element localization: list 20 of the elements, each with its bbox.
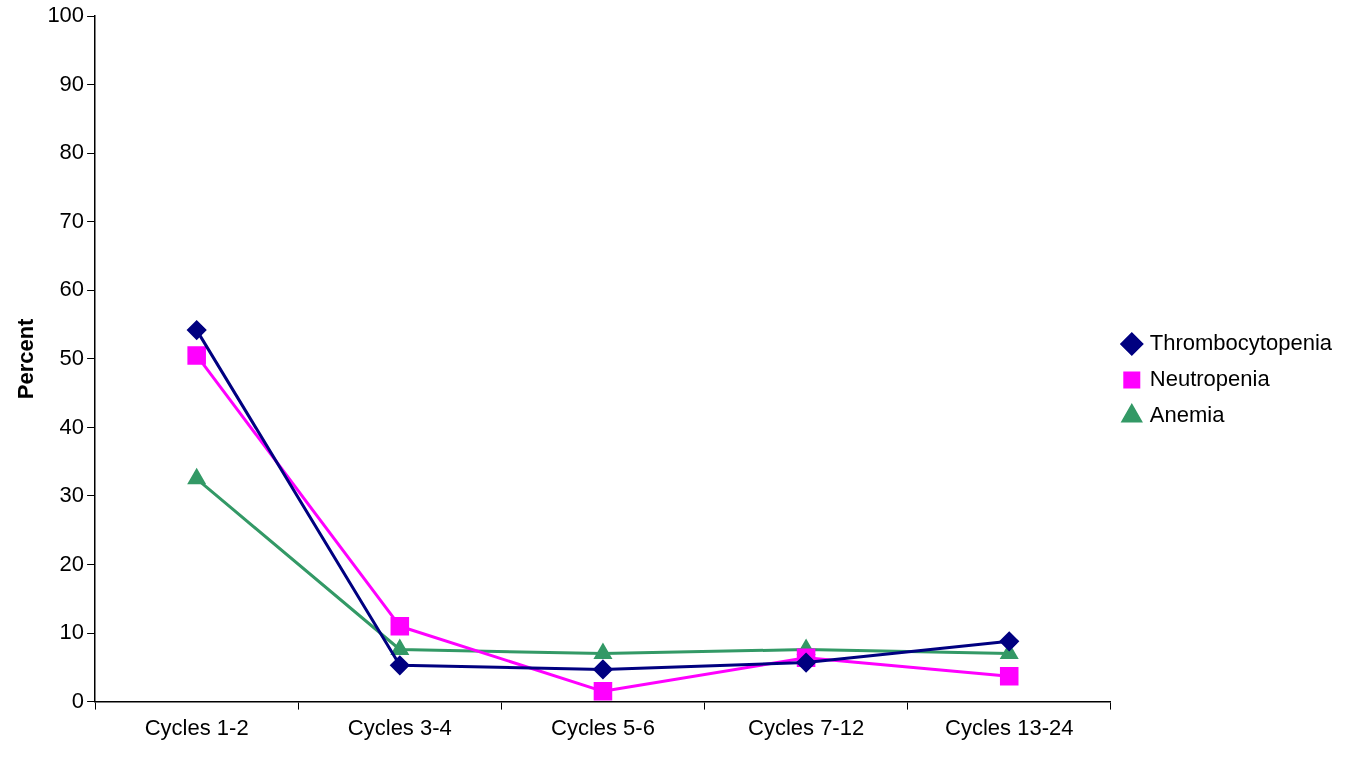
y-tick-label: 30 — [59, 482, 85, 508]
y-tick-label: 20 — [59, 550, 85, 576]
y-tick-label: 90 — [59, 70, 85, 96]
y-tick-label: 100 — [47, 2, 85, 28]
y-tick-label: 10 — [59, 619, 85, 645]
y-tick-label: 80 — [59, 139, 85, 165]
y-tick-label: 60 — [59, 276, 85, 302]
y-tick-label: 40 — [59, 413, 85, 439]
x-tick-label: Cycles 5-6 — [550, 714, 655, 740]
legend-label: Thrombocytopenia — [1149, 330, 1333, 356]
legend-label: Anemia — [1149, 402, 1226, 428]
y-tick-label: 0 — [71, 687, 85, 713]
x-tick-label: Cycles 1-2 — [144, 714, 249, 740]
x-tick-label: Cycles 3-4 — [347, 714, 452, 740]
y-tick-label: 70 — [59, 207, 85, 233]
legend-label: Neutropenia — [1149, 366, 1271, 392]
y-tick-label: 50 — [59, 344, 85, 370]
x-tick-label: Cycles 7-12 — [748, 714, 865, 740]
y-axis-title: Percent — [13, 317, 39, 400]
x-tick-label: Cycles 13-24 — [945, 714, 1074, 740]
